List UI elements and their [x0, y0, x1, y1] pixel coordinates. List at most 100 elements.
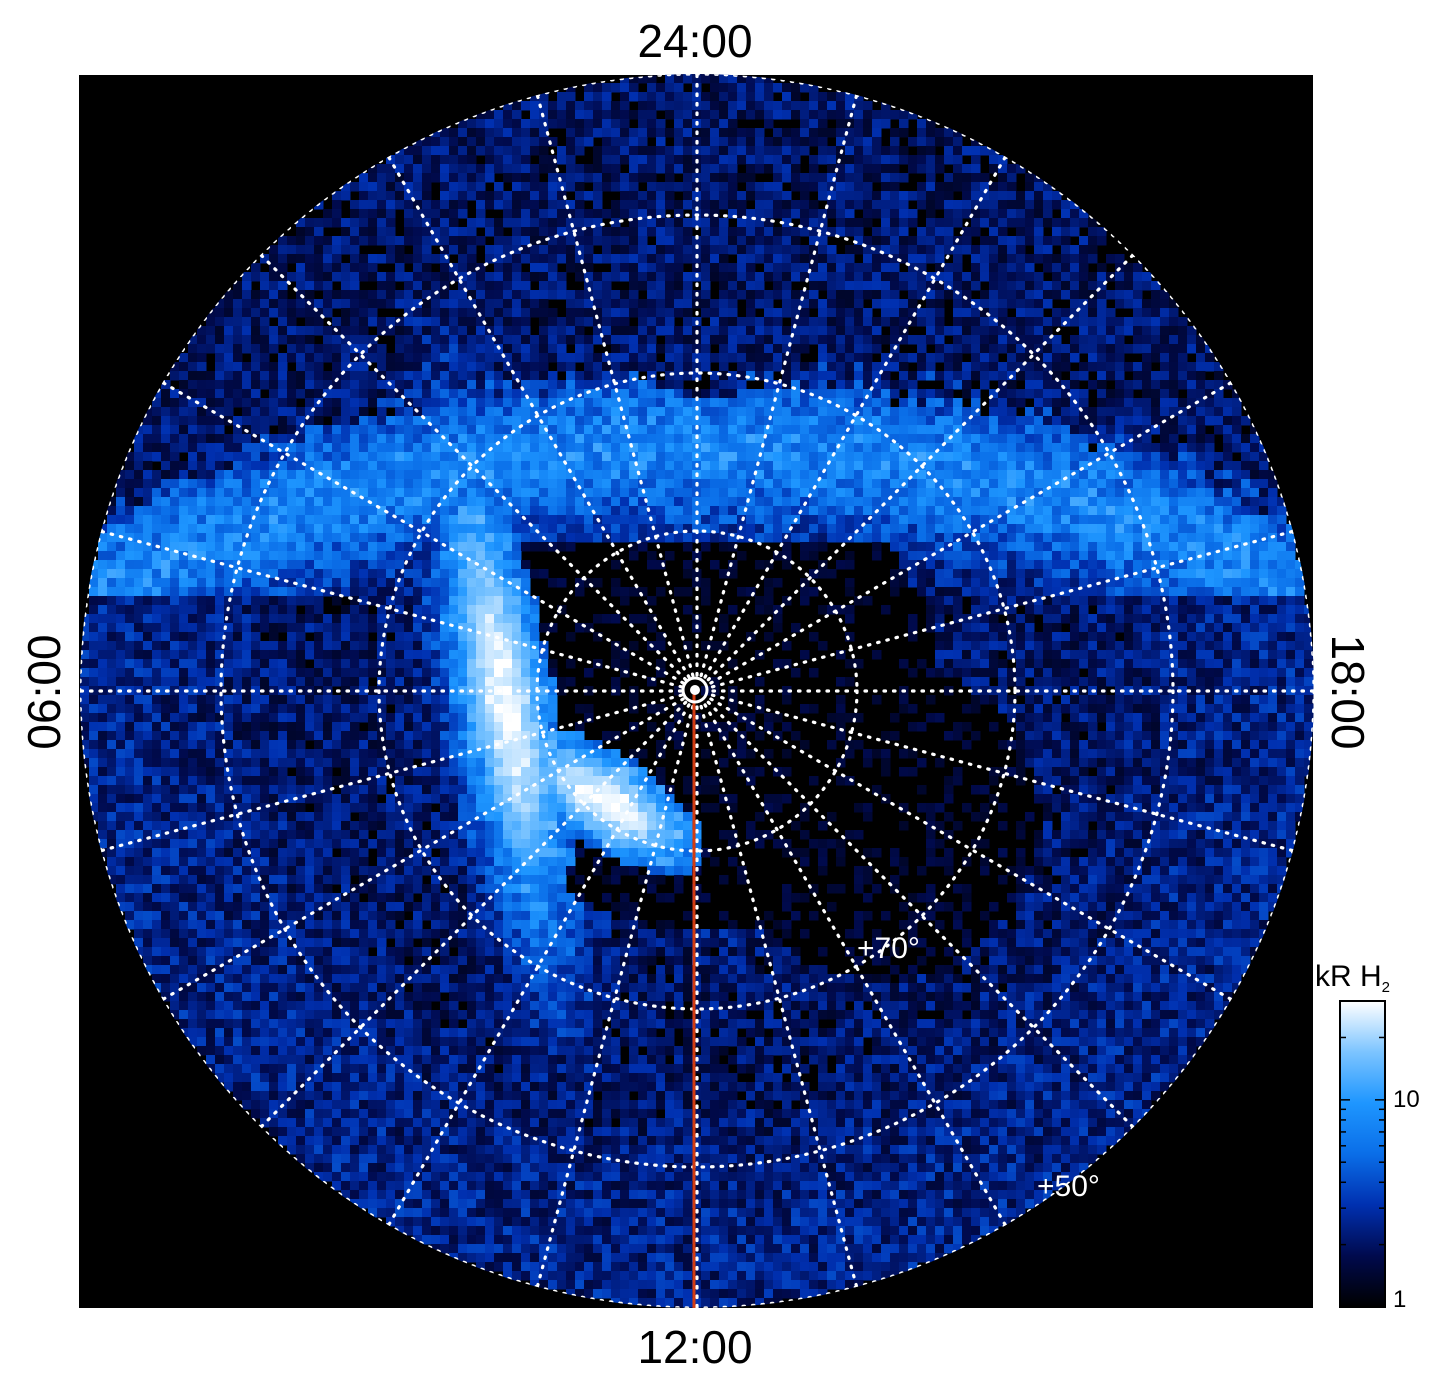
emission-pixel: [404, 389, 414, 399]
emission-pixel: [701, 407, 711, 417]
emission-pixel: [188, 362, 198, 372]
emission-pixel: [1061, 281, 1071, 291]
emission-pixel: [1151, 380, 1161, 390]
emission-pixel: [1052, 200, 1062, 210]
emission-pixel: [1106, 416, 1116, 426]
emission-pixel: [566, 209, 576, 219]
emission-pixel: [656, 389, 666, 399]
emission-pixel: [206, 317, 216, 327]
emission-pixel: [800, 551, 810, 561]
emission-pixel: [872, 128, 882, 138]
emission-pixel: [521, 119, 531, 129]
emission-pixel: [440, 353, 450, 363]
emission-pixel: [926, 299, 936, 309]
emission-pixel: [584, 452, 594, 462]
emission-pixel: [458, 173, 468, 183]
emission-pixel: [854, 119, 864, 129]
emission-pixel: [665, 371, 675, 381]
emission-pixel: [827, 128, 837, 138]
emission-pixel: [377, 407, 387, 417]
emission-pixel: [728, 389, 738, 399]
emission-pixel: [521, 272, 531, 282]
emission-pixel: [467, 515, 477, 525]
emission-pixel: [566, 236, 576, 246]
emission-pixel: [413, 479, 423, 489]
emission-pixel: [791, 236, 801, 246]
emission-pixel: [161, 515, 171, 525]
emission-pixel: [314, 362, 324, 372]
emission-pixel: [143, 443, 153, 453]
emission-pixel: [530, 191, 540, 201]
emission-pixel: [1007, 317, 1017, 327]
emission-pixel: [980, 308, 990, 318]
emission-pixel: [548, 335, 558, 345]
emission-pixel: [809, 101, 819, 111]
emission-pixel: [899, 272, 909, 282]
emission-pixel: [269, 551, 279, 561]
emission-pixel: [458, 299, 468, 309]
emission-pixel: [620, 191, 630, 201]
emission-pixel: [494, 389, 504, 399]
emission-pixel: [494, 398, 504, 408]
emission-pixel: [449, 515, 459, 525]
emission-pixel: [431, 470, 441, 480]
emission-pixel: [269, 308, 279, 318]
emission-pixel: [602, 128, 612, 138]
emission-pixel: [1016, 281, 1026, 291]
emission-pixel: [620, 227, 630, 237]
emission-pixel: [683, 173, 693, 183]
emission-pixel: [278, 497, 288, 507]
emission-pixel: [755, 146, 765, 156]
emission-pixel: [962, 434, 972, 444]
emission-pixel: [1196, 425, 1206, 435]
emission-pixel: [116, 506, 126, 516]
emission-pixel: [368, 389, 378, 399]
emission-pixel: [278, 479, 288, 489]
emission-pixel: [701, 164, 711, 174]
emission-pixel: [791, 263, 801, 273]
emission-pixel: [980, 416, 990, 426]
emission-pixel: [1043, 263, 1053, 273]
emission-pixel: [710, 200, 720, 210]
emission-pixel: [602, 245, 612, 255]
emission-pixel: [872, 137, 882, 147]
emission-pixel: [1088, 506, 1098, 516]
emission-pixel: [1160, 533, 1170, 543]
emission-pixel: [1016, 425, 1026, 435]
emission-pixel: [512, 389, 522, 399]
emission-pixel: [836, 164, 846, 174]
emission-pixel: [863, 533, 873, 543]
emission-pixel: [395, 317, 405, 327]
emission-pixel: [719, 371, 729, 381]
emission-pixel: [1232, 524, 1242, 534]
emission-pixel: [215, 479, 225, 489]
emission-pixel: [989, 236, 999, 246]
emission-pixel: [287, 371, 297, 381]
emission-pixel: [134, 560, 144, 570]
emission-pixel: [611, 362, 621, 372]
emission-pixel: [332, 452, 342, 462]
emission-pixel: [557, 272, 567, 282]
emission-pixel: [593, 146, 603, 156]
emission-pixel: [755, 299, 765, 309]
emission-pixel: [818, 515, 828, 525]
emission-pixel: [764, 299, 774, 309]
emission-pixel: [1250, 461, 1260, 471]
emission-pixel: [575, 533, 585, 543]
emission-pixel: [368, 254, 378, 264]
emission-pixel: [935, 344, 945, 354]
emission-pixel: [215, 317, 225, 327]
emission-pixel: [413, 182, 423, 192]
emission-pixel: [503, 155, 513, 165]
emission-pixel: [1214, 533, 1224, 543]
emission-pixel: [503, 164, 513, 174]
emission-pixel: [1277, 497, 1287, 507]
emission-pixel: [1250, 425, 1260, 435]
emission-pixel: [1061, 461, 1071, 471]
emission-pixel: [521, 308, 531, 318]
emission-pixel: [665, 74, 675, 84]
emission-pixel: [755, 200, 765, 210]
emission-pixel: [863, 110, 873, 120]
emission-pixel: [323, 236, 333, 246]
emission-pixel: [539, 515, 549, 525]
